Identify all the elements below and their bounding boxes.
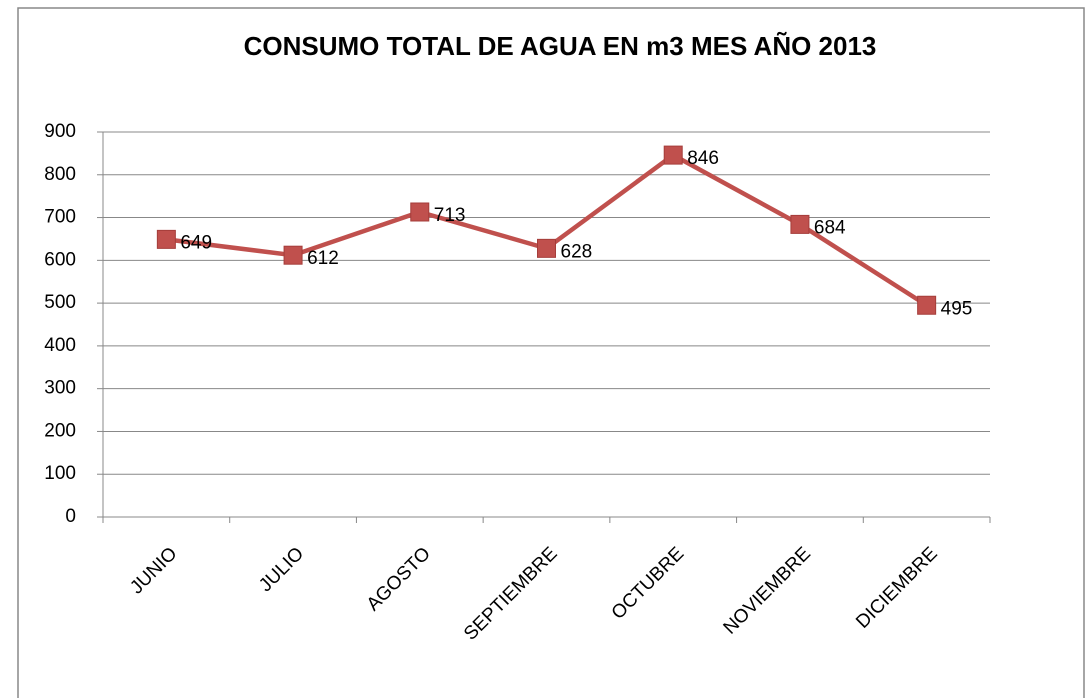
y-tick-label: 700 — [44, 207, 76, 228]
data-label: 846 — [687, 148, 719, 169]
y-tick-label: 500 — [44, 292, 76, 313]
chart-frame — [17, 7, 1085, 698]
data-label: 649 — [180, 232, 212, 253]
marker — [283, 245, 303, 265]
y-tick-label: 300 — [44, 378, 76, 399]
marker — [790, 214, 810, 234]
data-label: 684 — [814, 217, 846, 238]
data-label: 713 — [434, 205, 466, 226]
marker — [917, 295, 937, 315]
data-label: 628 — [561, 241, 593, 262]
marker — [537, 238, 556, 258]
marker — [156, 229, 176, 249]
marker — [410, 202, 430, 222]
y-tick-label: 400 — [44, 335, 76, 356]
marker — [663, 145, 683, 165]
chart-title: CONSUMO TOTAL DE AGUA EN m3 MES AÑO 2013 — [244, 31, 877, 61]
y-tick-label: 900 — [44, 121, 76, 142]
y-tick-label: 600 — [44, 249, 76, 270]
y-tick-label: 200 — [44, 420, 76, 441]
data-label: 495 — [941, 298, 973, 319]
y-tick-label: 0 — [65, 506, 76, 527]
y-tick-label: 800 — [44, 164, 76, 185]
data-label: 612 — [307, 248, 339, 269]
y-tick-label: 100 — [44, 463, 76, 484]
